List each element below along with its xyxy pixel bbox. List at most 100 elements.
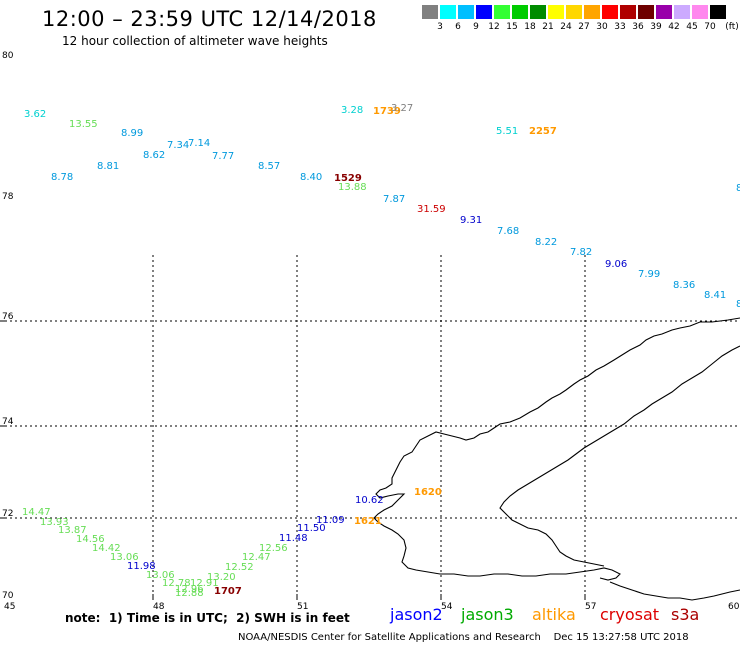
wave-height-value: 1621 xyxy=(354,516,382,527)
latitude-label: 76 xyxy=(2,312,14,322)
scale-swatch xyxy=(440,5,456,19)
scale-swatch xyxy=(674,5,690,19)
wave-height-value: 11.48 xyxy=(279,533,308,544)
scale-swatch xyxy=(620,5,636,19)
scale-swatch xyxy=(692,5,708,19)
wave-height-value: 7.14 xyxy=(188,138,210,149)
latitude-label: 78 xyxy=(2,192,14,202)
scale-swatch xyxy=(602,5,618,19)
scale-swatch xyxy=(638,5,654,19)
wave-height-value: 7.77 xyxy=(212,151,234,162)
legend-jason3: jason3 xyxy=(461,605,514,624)
map-subtitle: 12 hour collection of altimeter wave hei… xyxy=(62,34,328,48)
wave-height-value: 12.88 xyxy=(175,588,204,599)
longitude-label: 51 xyxy=(297,602,308,612)
wave-height-value: 8.81 xyxy=(97,161,119,172)
wave-height-value: 8.62 xyxy=(143,150,165,161)
coastline xyxy=(373,317,740,581)
wave-height-value: 13.88 xyxy=(338,182,367,193)
wave-height-value: 12.47 xyxy=(242,552,271,563)
legend-cryosat: cryosat xyxy=(600,605,660,624)
wave-height-value: 8.57 xyxy=(258,161,280,172)
wave-height-value: 12.91 xyxy=(190,578,219,589)
scale-label: 9 xyxy=(473,22,479,32)
scale-swatch xyxy=(422,5,438,19)
footer-timestamp: Dec 15 13:27:58 UTC 2018 xyxy=(553,632,689,643)
longitude-label: 45 xyxy=(4,602,15,612)
scale-swatch xyxy=(494,5,510,19)
scale-label: 70 xyxy=(704,22,716,32)
wave-height-value: 7.82 xyxy=(570,247,592,258)
wave-height-value: 13.55 xyxy=(69,119,98,130)
scale-label: 27 xyxy=(578,22,590,32)
wave-height-value: 12.56 xyxy=(259,543,288,554)
wave-height-value: 12.52 xyxy=(225,562,254,573)
wave-height-value: 8.41 xyxy=(704,290,726,301)
coastline-mainland xyxy=(609,581,740,601)
wave-height-value: 8.40 xyxy=(300,172,322,183)
scale-label: 33 xyxy=(614,22,626,32)
wave-height-value: 13.06 xyxy=(110,552,139,563)
wave-height-labels: 3.62 13.55 8.998.627.347.147.77 8.81 8.78 8.5… xyxy=(22,103,740,599)
scale-label: 18 xyxy=(524,22,536,32)
wave-height-value: 11.98 xyxy=(127,561,156,572)
wave-height-value: 2257 xyxy=(529,126,557,137)
wave-height-value: 7.87 xyxy=(383,194,405,205)
wave-height-value: 7.68 xyxy=(497,226,519,237)
wave-height-value: 3.62 xyxy=(24,109,46,120)
scale-label: 36 xyxy=(632,22,644,32)
legend-altika: altika xyxy=(532,605,576,624)
latitude-label: 72 xyxy=(2,509,13,519)
scale-label: 24 xyxy=(560,22,572,32)
latitude-labels: 80 78 76 74 72 70 xyxy=(2,51,14,601)
latitude-label: 80 xyxy=(2,51,14,61)
footer-credit: NOAA/NESDIS Center for Satellite Applica… xyxy=(238,632,541,643)
wave-height-value: 12.78 xyxy=(162,578,191,589)
wave-height-value: 8.99 xyxy=(121,128,143,139)
wave-height-value: 8 xyxy=(736,183,740,194)
wave-height-value: 8 xyxy=(736,299,740,310)
wave-height-value: 8.22 xyxy=(535,237,557,248)
wave-height-value: 12.96 xyxy=(175,584,204,595)
scale-swatch xyxy=(476,5,492,19)
wave-height-value: 3.27 xyxy=(391,103,413,114)
latitude-label: 74 xyxy=(2,417,14,427)
scale-swatch xyxy=(458,5,474,19)
coastline-east xyxy=(499,345,740,567)
longitude-label: 57 xyxy=(585,602,596,612)
wave-height-value: 9.31 xyxy=(460,215,482,226)
wave-height-value: 13.93 xyxy=(40,517,69,528)
wave-height-value: 13.06 xyxy=(146,570,175,581)
wave-height-value: 11.09 xyxy=(316,515,345,526)
wave-height-value: 14.47 xyxy=(22,507,51,518)
wave-height-value: 13.20 xyxy=(207,572,236,583)
scale-swatch xyxy=(512,5,528,19)
wave-height-value: 8.78 xyxy=(51,172,73,183)
legend-jason2: jason2 xyxy=(390,605,443,624)
longitude-label: 48 xyxy=(153,602,165,612)
scale-label: 15 xyxy=(506,22,518,32)
legend-s3a: s3a xyxy=(671,605,700,624)
scale-label: 21 xyxy=(542,22,554,32)
wave-height-value: 1739 xyxy=(373,106,401,117)
wave-height-value: 8.36 xyxy=(673,280,695,291)
wave-height-value: 10.62 xyxy=(355,495,384,506)
wave-height-value: 7.99 xyxy=(638,269,660,280)
wave-height-value: 1707 xyxy=(214,586,242,597)
wave-height-value: 9.06 xyxy=(605,259,627,270)
wave-height-value: 3.28 xyxy=(341,105,363,116)
scale-swatch xyxy=(548,5,564,19)
scale-label: 42 xyxy=(668,22,680,32)
footer: NOAA/NESDIS Center for Satellite Applica… xyxy=(238,632,689,643)
legend-note: note: 1) Time is in UTC; 2) SWH is in fe… xyxy=(65,611,350,625)
wave-height-value: 5.51 xyxy=(496,126,518,137)
scale-unit: (ft) xyxy=(725,22,739,32)
scale-label: 30 xyxy=(596,22,608,32)
longitude-label: 54 xyxy=(441,602,453,612)
wave-height-value: 31.59 xyxy=(417,204,446,215)
scale-label: 45 xyxy=(686,22,698,32)
wave-height-value: 11.50 xyxy=(297,523,326,534)
wave-height-value: 13.87 xyxy=(58,525,87,536)
scale-swatch xyxy=(584,5,600,19)
